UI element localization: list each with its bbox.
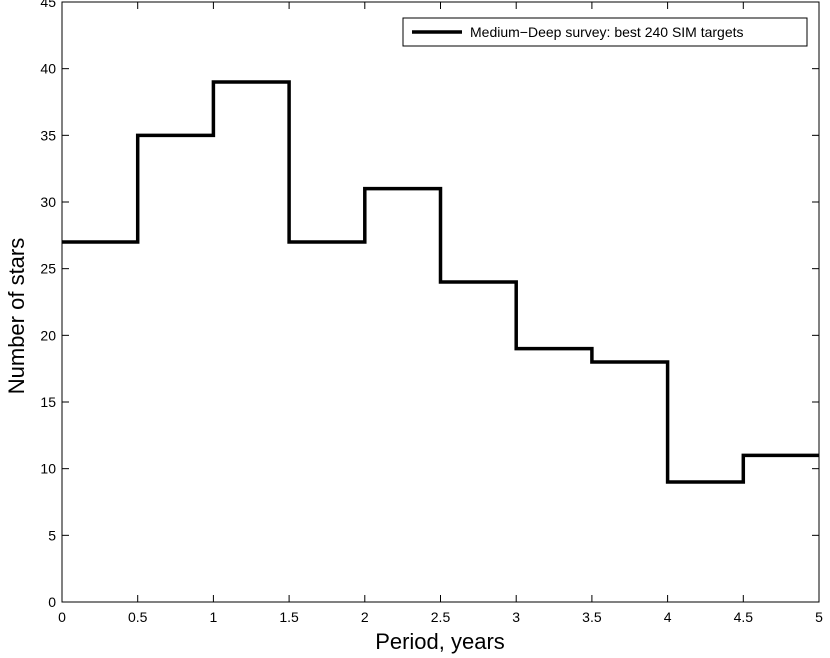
x-axis-title: Period, years <box>375 629 505 654</box>
y-tick-label: 40 <box>40 61 56 77</box>
legend-box <box>402 17 808 47</box>
x-tick-label: 2.5 <box>431 609 451 625</box>
plot-area <box>61 1 820 603</box>
y-tick-label: 0 <box>48 594 56 610</box>
x-tick-label: 4 <box>664 609 672 625</box>
y-tick-label: 20 <box>40 327 56 343</box>
y-tick-label: 10 <box>40 461 56 477</box>
x-tick-label: 1 <box>210 609 218 625</box>
series-layer <box>62 80 819 484</box>
y-axis-title: Number of stars <box>4 238 29 395</box>
legend: Medium−Deep survey: best 240 SIM targets <box>402 17 808 47</box>
y-tick-label: 15 <box>40 394 56 410</box>
x-tick-label: 0.5 <box>128 609 148 625</box>
y-tick-label: 30 <box>40 194 56 210</box>
histogram-step-line <box>62 80 819 484</box>
y-tick-label: 35 <box>40 127 56 143</box>
y-tick-label: 45 <box>40 0 56 10</box>
x-tick-label: 3 <box>512 609 520 625</box>
x-tick-label: 0 <box>58 609 66 625</box>
x-tick-label: 2 <box>361 609 369 625</box>
x-tick-label: 3.5 <box>582 609 602 625</box>
y-tick-label: 5 <box>48 527 56 543</box>
x-tick-label: 5 <box>815 609 823 625</box>
x-tick-label: 1.5 <box>279 609 299 625</box>
ticks-layer: 0 0.5 1 1.5 2 2.5 3 3.5 4 4.5 5 0 5 10 15 20 25 30 35 40 45 <box>40 0 823 625</box>
y-tick-label: 25 <box>40 261 56 277</box>
legend-label: Medium−Deep survey: best 240 SIM targets <box>470 24 744 40</box>
x-tick-label: 4.5 <box>734 609 754 625</box>
